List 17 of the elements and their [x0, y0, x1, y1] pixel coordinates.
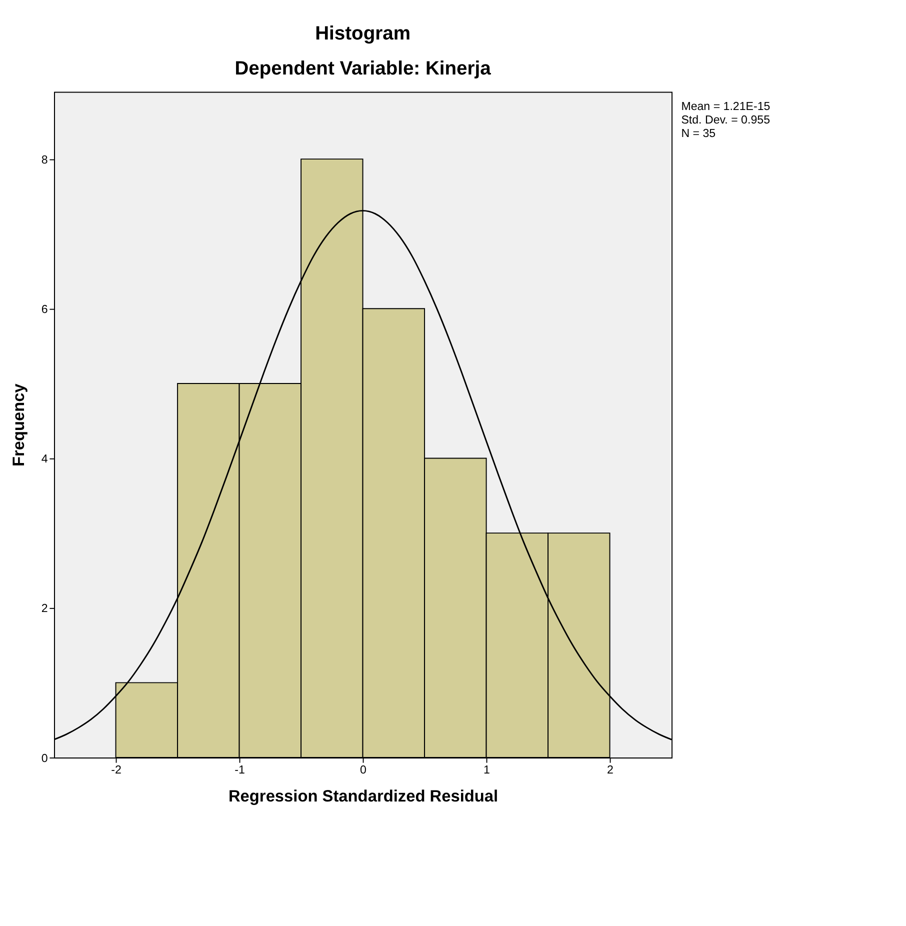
x-tick-label: -1 [234, 764, 245, 776]
text: Mean = 1.21E-15 [681, 101, 770, 114]
text: Std. Dev. = 0.955 [681, 114, 770, 127]
text: N = 35 [681, 128, 716, 140]
x-tick-label: 2 [607, 764, 614, 776]
chart-title: Histogram [315, 24, 410, 45]
x-tick-label: -2 [111, 764, 122, 776]
x-axis-title: Regression Standardized Residual [228, 787, 498, 806]
y-axis-title: Frequency [10, 382, 28, 467]
x-tick-label: 1 [484, 764, 490, 776]
chart-subtitle: Dependent Variable: Kinerja [234, 58, 492, 80]
y-tick-label: 0 [41, 752, 48, 765]
y-tick-label: 6 [41, 304, 48, 316]
y-tick-label: 2 [41, 603, 48, 616]
y-tick-label: 8 [41, 154, 48, 166]
x-tick-label: 0 [360, 764, 366, 776]
y-tick-label: 4 [41, 454, 48, 466]
